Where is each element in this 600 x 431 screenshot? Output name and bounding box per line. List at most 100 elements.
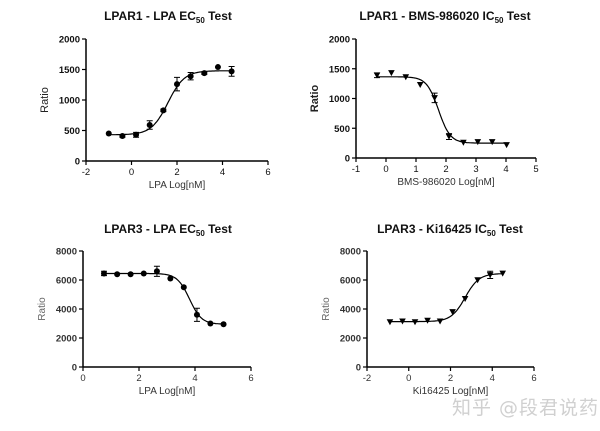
x-tick-label: 2	[448, 373, 453, 384]
y-tick-label: 1000	[329, 94, 350, 105]
y-tick-label: 0	[356, 363, 361, 374]
data-point	[153, 268, 160, 275]
y-axis-label: Ratio	[321, 297, 332, 321]
y-tick-label: 8000	[340, 247, 361, 258]
data-point	[228, 68, 235, 75]
data-point	[411, 319, 419, 326]
y-tick-label: 1500	[329, 64, 350, 75]
x-tick-label: 3	[473, 164, 478, 175]
x-tick-label: 0	[406, 373, 411, 384]
data-point	[119, 132, 126, 139]
x-tick-label: 6	[248, 373, 253, 384]
data-point	[114, 271, 121, 278]
x-tick-label: 0	[129, 167, 134, 178]
data-point	[180, 284, 187, 291]
fit-curve	[108, 70, 232, 136]
x-axis-label: BMS-986020 Log[nM]	[397, 177, 495, 188]
data-point	[474, 139, 482, 146]
x-tick-label: 4	[220, 167, 225, 178]
y-tick-label: 0	[345, 154, 350, 165]
title-tail: Test	[205, 222, 232, 236]
y-tick-label: 1500	[59, 65, 80, 76]
title-tail: Test	[205, 9, 232, 23]
title-tail: Test	[503, 9, 530, 23]
data-point	[460, 139, 467, 146]
x-tick-label: 6	[265, 167, 270, 178]
y-tick-label: 0	[75, 157, 80, 168]
data-point	[160, 107, 167, 114]
data-point	[146, 122, 153, 129]
y-tick-label: 6000	[56, 276, 77, 287]
x-tick-label: 2	[136, 373, 141, 384]
x-axis-label: Ki16425 Log[nM]	[413, 386, 489, 397]
data-point	[133, 131, 140, 138]
data-point	[436, 318, 444, 325]
x-tick-label: 4	[490, 373, 495, 384]
chart-title: LPAR1 - BMS-986020 IC50 Test	[359, 9, 530, 25]
title-main: LPAR3 - Ki16425 IC	[377, 222, 487, 236]
data-point	[174, 81, 180, 88]
title-subscript: 50	[495, 16, 504, 25]
x-tick-label: -1	[352, 164, 360, 175]
data-point	[207, 320, 214, 327]
y-axis-label: Ratio	[39, 87, 51, 113]
title-main: LPAR1 - BMS-986020 IC	[359, 9, 494, 23]
y-tick-label: 4000	[56, 305, 77, 316]
x-tick-label: 2	[174, 167, 179, 178]
x-tick-label: 6	[531, 373, 536, 384]
x-tick-label: 0	[80, 373, 85, 384]
x-tick-label: 4	[192, 373, 197, 384]
x-tick-label: 2	[443, 164, 448, 175]
fit-curve	[104, 272, 224, 325]
x-tick-label: 1	[413, 164, 418, 175]
y-tick-label: 6000	[340, 276, 361, 287]
data-point	[431, 95, 438, 102]
x-tick-label: 0	[383, 164, 388, 175]
data-point	[101, 270, 107, 277]
data-point	[214, 64, 221, 71]
y-axis-label: Ratio	[37, 297, 48, 321]
chart-title: LPAR1 - LPA EC50 Test	[104, 9, 232, 25]
y-tick-label: 2000	[329, 35, 350, 46]
y-tick-label: 1000	[59, 96, 80, 107]
data-point	[488, 139, 496, 146]
title-subscript: 50	[196, 16, 205, 25]
y-axis-label: Ratio	[309, 84, 321, 112]
data-point	[127, 271, 134, 278]
data-point	[474, 277, 481, 284]
data-point	[386, 319, 394, 326]
data-point	[449, 309, 456, 316]
chart-title: LPAR3 - Ki16425 IC50 Test	[377, 222, 523, 238]
y-tick-label: 500	[64, 126, 80, 137]
y-tick-label: 2000	[340, 334, 361, 345]
x-tick-label: 4	[503, 164, 508, 175]
data-point	[499, 270, 506, 277]
x-tick-label: -2	[363, 373, 371, 384]
data-point	[503, 142, 510, 149]
y-tick-label: 0	[72, 363, 77, 374]
chart-4: LPAR3 - Ki16425 IC50 Test 0 2000 4000 6000 80…	[321, 222, 537, 397]
data-point	[193, 311, 200, 318]
data-point	[187, 73, 194, 80]
data-point	[424, 317, 431, 324]
fit-curve	[377, 76, 507, 144]
title-subscript: 50	[487, 229, 496, 238]
data-point	[445, 133, 453, 140]
title-main: LPAR1 - LPA EC	[104, 9, 196, 23]
data-point	[402, 74, 410, 81]
data-point	[201, 70, 208, 77]
x-tick-label: 5	[533, 164, 538, 175]
data-point	[373, 72, 381, 79]
title-subscript: 50	[196, 229, 205, 238]
data-point	[105, 130, 112, 137]
chart-3: LPAR3 - LPA EC50 Test 0 2000 4000 6000 8000 0 2…	[37, 222, 254, 397]
data-point	[220, 321, 227, 328]
x-tick-label: -2	[82, 167, 90, 178]
watermark: 知乎 @段君说药	[452, 397, 600, 419]
y-tick-label: 8000	[56, 247, 77, 258]
y-tick-label: 4000	[340, 305, 361, 316]
x-axis-label: LPA Log[nM]	[149, 180, 206, 191]
data-point	[461, 296, 469, 303]
